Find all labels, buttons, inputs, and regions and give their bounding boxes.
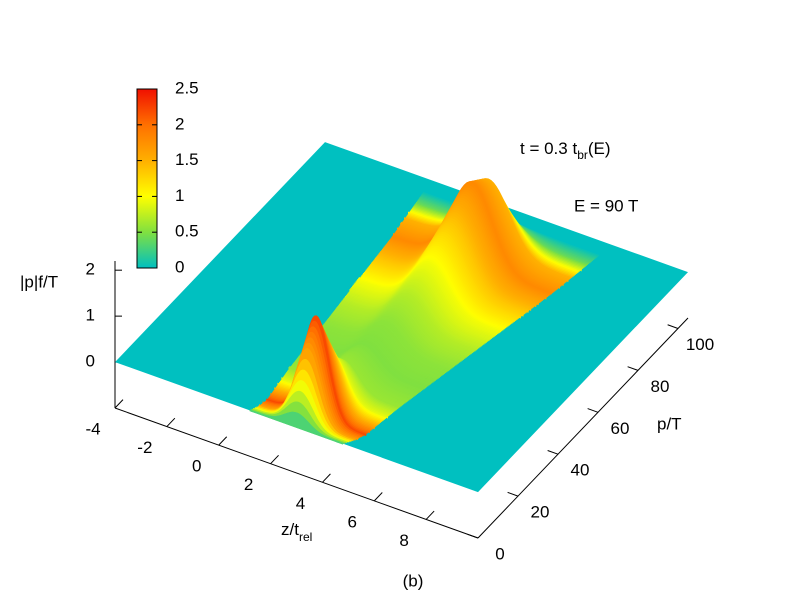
y-axis-label: p/T [657, 414, 682, 433]
caption: (b) [403, 571, 424, 590]
x-tick-label: -4 [85, 419, 100, 438]
x-axis-line [114, 407, 479, 539]
x-tick [322, 473, 331, 483]
y-tick-label: 80 [651, 377, 670, 396]
x-tick [270, 454, 279, 465]
x-tick [425, 510, 435, 520]
y-tick-label: 100 [686, 335, 714, 354]
x-tick [114, 399, 124, 409]
z-axis-label: |p|f/T [20, 272, 58, 291]
colorbar-tick-label: 1.5 [175, 150, 199, 169]
z-tick-label: 1 [86, 306, 95, 325]
x-tick-label: 8 [399, 531, 408, 550]
x-tick-label: 2 [244, 475, 253, 494]
x-tick [373, 492, 383, 502]
x-tick-label: 6 [348, 512, 357, 531]
y-tick-label: 60 [611, 419, 630, 438]
colorbar-tick-label: 2.5 [175, 78, 199, 97]
colorbar-tick-label: 2 [175, 114, 184, 133]
y-tick [627, 366, 639, 371]
ridge-slice [249, 409, 344, 445]
y-tick [587, 408, 599, 413]
colorbar-tick-label: 1 [175, 186, 184, 205]
colorbar [136, 88, 158, 269]
y-axis-line [477, 317, 689, 539]
annotation: E = 90 T [574, 196, 638, 215]
y-tick [547, 450, 559, 455]
x-tick [218, 436, 228, 446]
x-tick-label: -2 [137, 438, 152, 457]
z-tick-label: 2 [86, 260, 95, 279]
colorbar-tick-label: 0.5 [175, 222, 199, 241]
annotation: t = 0.3 tbr(E) [520, 139, 611, 162]
x-tick [166, 417, 176, 427]
y-tick [667, 324, 679, 329]
x-axis-label: z/trel [281, 520, 312, 544]
y-tick-label: 0 [495, 544, 504, 563]
x-tick-label: 4 [296, 494, 305, 513]
x-tick-label: 0 [192, 457, 201, 476]
y-tick [507, 491, 519, 497]
y-tick-label: 40 [571, 461, 590, 480]
z-tick-label: 0 [86, 352, 95, 371]
y-tick [467, 533, 479, 539]
colorbar-tick-label: 0 [175, 257, 184, 276]
y-tick-label: 20 [531, 503, 550, 522]
